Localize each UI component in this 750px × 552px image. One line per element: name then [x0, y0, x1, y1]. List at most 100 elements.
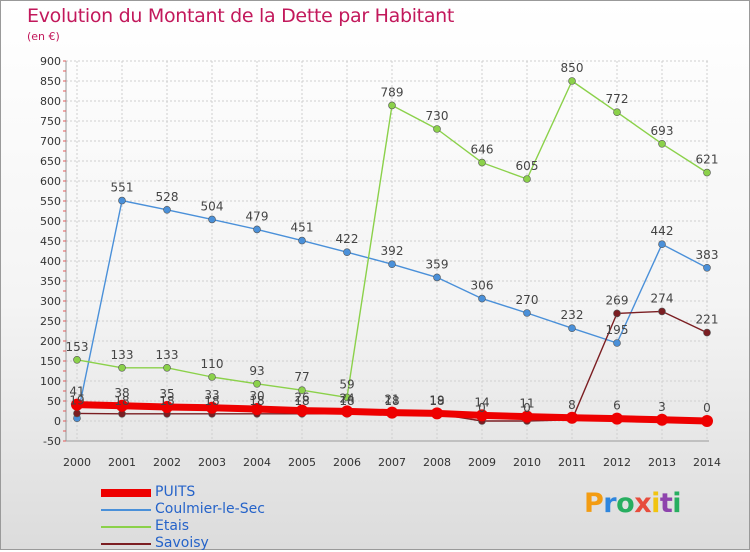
x-tick-label: 2002	[153, 456, 181, 469]
data-label: 11	[519, 397, 534, 411]
data-point	[703, 168, 711, 177]
chart-unit: (en €)	[27, 30, 60, 43]
data-label: 26	[294, 391, 309, 405]
data-point	[343, 248, 351, 256]
data-point	[296, 404, 308, 417]
data-label: 789	[381, 85, 404, 99]
logo-letter: r	[603, 488, 617, 519]
data-label: 18	[114, 394, 129, 408]
data-label: 0	[703, 401, 711, 415]
data-label: 18	[159, 394, 174, 408]
proxiti-logo: Proxiti	[584, 488, 682, 519]
data-point	[73, 409, 81, 418]
data-label: 359	[426, 257, 449, 271]
data-label: 621	[696, 153, 719, 167]
data-label: 232	[561, 308, 584, 322]
data-point	[703, 328, 711, 337]
legend-swatch	[101, 509, 151, 511]
x-tick-label: 2004	[243, 456, 271, 469]
data-label: 528	[156, 190, 179, 204]
data-point	[658, 140, 666, 148]
data-label: 646	[471, 143, 494, 157]
data-point	[613, 339, 621, 347]
y-tick-label: 500	[40, 215, 61, 228]
data-point	[433, 125, 441, 133]
data-label: 41	[69, 385, 84, 399]
data-label: 551	[111, 181, 134, 195]
data-label: 479	[246, 209, 269, 223]
legend-swatch	[101, 489, 151, 497]
data-label: 0	[478, 401, 486, 415]
y-tick-label: 750	[40, 115, 61, 128]
data-label: 504	[201, 199, 224, 213]
data-label: 772	[606, 92, 629, 106]
data-label: 59	[339, 377, 354, 391]
data-point	[568, 324, 576, 333]
data-point	[253, 225, 261, 234]
data-point	[298, 236, 306, 245]
data-point	[611, 412, 623, 425]
legend-item: PUITS	[101, 484, 321, 501]
data-label: 18	[249, 394, 264, 408]
data-point	[476, 409, 488, 422]
data-label: 442	[651, 224, 674, 238]
data-label: 33	[204, 388, 219, 402]
logo-letter: P	[584, 488, 604, 519]
data-label: 451	[291, 221, 314, 235]
legend-item: Savoisy	[101, 535, 321, 552]
data-label: 21	[384, 393, 399, 407]
x-tick-label: 2000	[63, 456, 91, 469]
data-point	[341, 405, 353, 418]
data-point	[658, 307, 666, 316]
data-point	[521, 410, 533, 423]
data-label: 730	[426, 109, 449, 123]
y-tick-label: 650	[40, 155, 61, 168]
data-point	[703, 263, 711, 272]
data-point	[206, 401, 218, 414]
data-point	[523, 309, 531, 317]
data-point	[656, 413, 668, 426]
data-label: 270	[516, 293, 539, 307]
y-tick-label: 800	[40, 95, 61, 108]
data-point	[298, 386, 306, 395]
data-point	[613, 309, 621, 318]
y-tick-label: 300	[40, 295, 61, 308]
y-tick-label: 700	[40, 135, 61, 148]
y-tick-label: 900	[40, 55, 61, 68]
data-label: 14	[474, 395, 489, 409]
data-point	[73, 355, 81, 364]
data-point	[163, 363, 171, 372]
data-label: 693	[651, 124, 674, 138]
x-tick-label: 2005	[288, 456, 316, 469]
legend-label: Etais	[155, 518, 190, 534]
data-label: 605	[516, 159, 539, 173]
data-point	[118, 363, 126, 372]
y-tick-label: 150	[40, 355, 61, 368]
legend-label: Coulmier-le-Sec	[155, 501, 265, 517]
logo-letter: t	[659, 488, 673, 519]
data-point	[658, 240, 666, 248]
data-label: 93	[249, 364, 264, 378]
legend-item: Etais	[101, 518, 321, 535]
y-tick-label: 450	[40, 235, 61, 248]
data-point	[343, 393, 351, 402]
data-point	[478, 294, 486, 303]
data-point	[478, 158, 486, 167]
data-label: 383	[696, 248, 719, 262]
data-label: 133	[156, 348, 179, 362]
data-label: 18	[429, 394, 444, 408]
y-tick-label: 850	[40, 75, 61, 88]
x-tick-label: 2003	[198, 456, 226, 469]
data-label: 850	[561, 61, 584, 75]
data-point	[161, 401, 173, 413]
data-label: 221	[696, 313, 719, 327]
data-label: 195	[606, 323, 629, 337]
data-point	[431, 407, 443, 420]
chart-title: Evolution du Montant de la Dette par Hab…	[27, 5, 455, 27]
data-label: 30	[249, 389, 264, 403]
y-tick-label: 600	[40, 175, 61, 188]
y-tick-label: 0	[54, 415, 61, 428]
x-tick-label: 2010	[513, 456, 541, 469]
